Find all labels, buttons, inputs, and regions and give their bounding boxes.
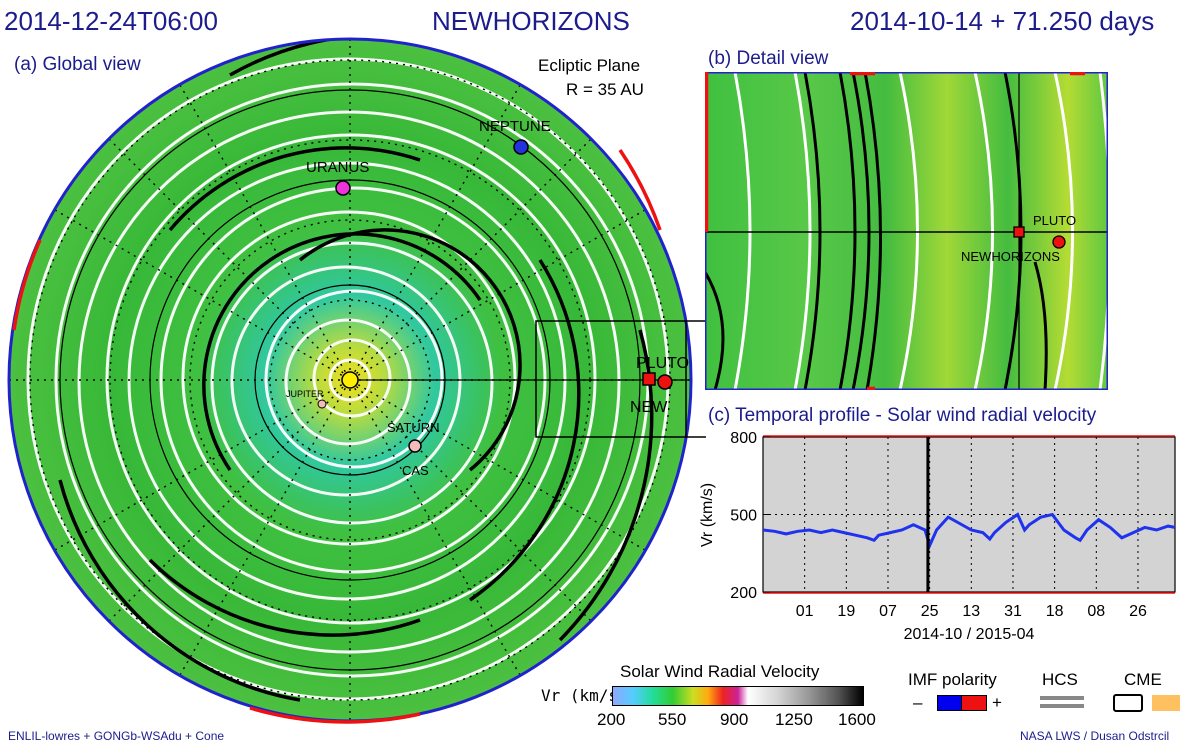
imf-plus-label: + xyxy=(992,693,1002,712)
pluto-marker xyxy=(657,374,673,390)
x-tick-label: 18 xyxy=(1046,603,1064,620)
ecliptic-plane-label: Ecliptic Plane xyxy=(538,56,641,75)
colorbar-tick-550: 550 xyxy=(658,710,687,729)
jupiter-marker xyxy=(317,399,327,409)
detail-view-panel: PLUTO NEWHORIZONS xyxy=(705,72,1108,390)
x-tick-label: 25 xyxy=(921,603,939,620)
colorbar-tick-900: 900 xyxy=(720,710,749,729)
pluto-label: PLUTO xyxy=(636,355,689,372)
neptune-marker xyxy=(513,139,529,155)
y-tick-label: 200 xyxy=(730,585,757,602)
velocity-series-line xyxy=(762,512,1176,550)
imf-negative-swatch xyxy=(937,695,962,711)
chart-xlabel: 2014-10 / 2015-04 xyxy=(904,626,1035,643)
detail-pluto-label: PLUTO xyxy=(1033,213,1076,228)
x-tick-label: 26 xyxy=(1129,603,1147,620)
target-header: NEWHORIZONS xyxy=(432,6,630,36)
y-tick-label: 800 xyxy=(730,430,757,447)
x-tick-label: 01 xyxy=(796,603,814,620)
colorbar-tick-1250: 1250 xyxy=(775,710,813,729)
new-horizons-marker xyxy=(642,372,656,386)
footer-credit: NASA LWS / Dusan Odstrcil xyxy=(1020,729,1170,743)
jupiter-label: JUPITER xyxy=(286,389,324,399)
colorbar-unit-label: Vr (km/s) xyxy=(541,686,628,705)
hcs-title: HCS xyxy=(1042,670,1078,689)
saturn-label: SATURN xyxy=(387,420,439,435)
neptune-label: NEPTUNE xyxy=(479,118,551,135)
x-tick-label: 31 xyxy=(1004,603,1022,620)
detail-view-title: (b) Detail view xyxy=(708,48,829,69)
cme-outline-swatch xyxy=(1113,694,1143,712)
radius-label: R = 35 AU xyxy=(566,80,644,99)
sun-marker xyxy=(341,371,359,389)
temporal-profile-chart: 800 500 200 01 19 07 25 13 31 18 08 26 Vr (km/s) 2… xyxy=(699,430,1176,643)
detail-new-horizons-marker xyxy=(1013,226,1025,238)
hcs-swatch-top xyxy=(1040,696,1084,700)
x-tick-label: 07 xyxy=(879,603,897,620)
colorbar-tick-1600: 1600 xyxy=(838,710,876,729)
temporal-profile-title: (c) Temporal profile - Solar wind radial… xyxy=(708,405,1097,426)
colorbar-tick-200: 200 xyxy=(597,710,626,729)
chart-ylabel: Vr (km/s) xyxy=(699,483,716,547)
new-label: NEW xyxy=(630,399,668,416)
y-tick-label: 500 xyxy=(730,508,757,525)
global-view-title: (a) Global view xyxy=(14,54,141,75)
cas-label: CAS xyxy=(402,463,429,478)
footer-model: ENLIL-lowres + GONGb-WSAdu + Cone xyxy=(8,729,225,743)
imf-positive-swatch xyxy=(961,695,987,711)
saturn-marker xyxy=(408,439,422,453)
zoom-region-box xyxy=(535,320,687,438)
uranus-marker xyxy=(335,180,351,196)
x-tick-label: 08 xyxy=(1087,603,1105,620)
x-tick-label: 19 xyxy=(837,603,855,620)
x-tick-label: 13 xyxy=(962,603,980,620)
colorbar-gradient xyxy=(612,686,864,706)
uranus-label: URANUS xyxy=(306,159,369,176)
colorbar-title: Solar Wind Radial Velocity xyxy=(620,662,820,681)
detail-newhorizons-label: NEWHORIZONS xyxy=(961,249,1060,264)
imf-polarity-title: IMF polarity xyxy=(908,670,997,689)
cme-title: CME xyxy=(1124,670,1162,689)
datetime-header: 2014-12-24T06:00 xyxy=(4,6,218,36)
hcs-swatch-bottom xyxy=(1040,704,1084,708)
imf-minus-label: – xyxy=(913,693,923,712)
elapsed-header: 2014-10-14 + 71.250 days xyxy=(850,6,1155,36)
cme-fill-swatch xyxy=(1152,695,1180,711)
detail-pluto-marker xyxy=(1052,235,1066,249)
